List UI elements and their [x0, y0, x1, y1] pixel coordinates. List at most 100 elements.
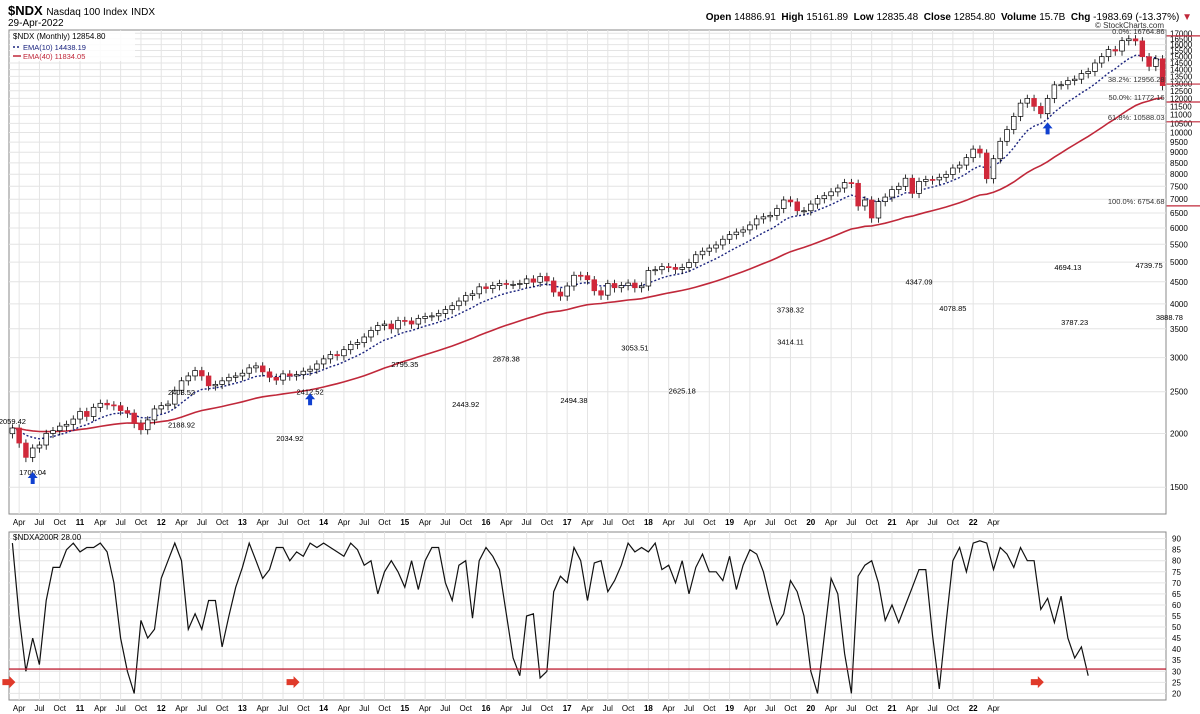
x-tick-label: 16: [482, 704, 491, 713]
candle: [246, 367, 252, 374]
high-annotation: 2795.35: [391, 360, 418, 369]
candle: [266, 371, 273, 378]
candle: [178, 380, 185, 391]
candle: [963, 157, 970, 166]
candle: [273, 376, 279, 381]
ema40-line: [12, 97, 1163, 433]
x-tick-label: Oct: [459, 518, 472, 527]
candle: [347, 344, 354, 351]
price-tick-label: 4500: [1170, 278, 1188, 287]
candle: [740, 229, 746, 233]
fib-label: 50.0%: 11772.16: [1108, 93, 1164, 102]
candle: [889, 189, 895, 198]
candle: [530, 278, 537, 283]
candle: [672, 267, 679, 270]
candle: [1011, 116, 1017, 130]
candle: [327, 354, 334, 360]
breadth-tick-label: 80: [1172, 557, 1181, 566]
price-tick-label: 9000: [1170, 148, 1188, 157]
candle: [564, 285, 570, 297]
x-tick-label: 18: [644, 518, 653, 527]
x-tick-label: Apr: [94, 518, 107, 527]
x-tick-label: Oct: [216, 518, 229, 527]
candle: [517, 283, 523, 285]
x-tick-label: Apr: [987, 518, 1000, 527]
price-tick-label: 12500: [1170, 87, 1193, 96]
price-tick-label: 2000: [1170, 429, 1188, 438]
candle: [442, 309, 449, 314]
breadth-tick-label: 35: [1172, 656, 1181, 665]
candle: [226, 376, 232, 382]
x-tick-label: Oct: [378, 704, 391, 713]
candle: [456, 300, 462, 307]
candle: [578, 274, 584, 277]
fib-label: 100.0%: 6754.68: [1108, 197, 1165, 206]
x-tick-label: Jul: [927, 518, 937, 527]
candle: [158, 405, 164, 410]
x-tick-label: Oct: [54, 704, 67, 713]
x-tick-label: Jul: [521, 518, 531, 527]
candle: [1024, 98, 1031, 104]
candle: [29, 447, 36, 458]
x-tick-label: Jul: [521, 704, 531, 713]
candle: [23, 442, 29, 458]
candle: [57, 425, 63, 432]
candle: [950, 167, 956, 175]
candle: [449, 305, 455, 310]
candle: [280, 373, 286, 381]
candle: [1159, 58, 1166, 86]
x-tick-label: Oct: [297, 704, 310, 713]
open-value: 14886.91: [734, 12, 776, 23]
fib-label: 38.2%: 12956.28: [1108, 75, 1165, 84]
x-tick-label: Apr: [500, 704, 513, 713]
candle: [652, 269, 658, 272]
x-tick-label: 15: [400, 518, 409, 527]
x-tick-label: Apr: [906, 518, 919, 527]
candle: [1071, 78, 1078, 81]
candle: [855, 182, 861, 207]
candle: [50, 430, 56, 434]
price-tick-label: 4000: [1170, 300, 1188, 309]
x-tick-label: Oct: [703, 704, 716, 713]
breadth-tick-label: 40: [1172, 645, 1181, 654]
x-tick-label: Jul: [440, 518, 450, 527]
candle: [1153, 58, 1159, 67]
signal-arrow-icon: [2, 676, 16, 689]
candle: [287, 373, 293, 377]
candle: [1105, 49, 1112, 58]
candle: [77, 411, 83, 420]
x-tick-label: Oct: [865, 704, 878, 713]
breadth-tick-label: 65: [1172, 590, 1181, 599]
price-tick-label: 14000: [1170, 66, 1193, 75]
candle: [307, 368, 313, 372]
candle: [388, 323, 395, 330]
symbol: $NDX: [8, 3, 43, 18]
x-tick-label: 12: [157, 518, 166, 527]
x-tick-label: Apr: [419, 518, 432, 527]
candle: [395, 320, 401, 330]
candle: [584, 275, 591, 281]
candle: [253, 365, 259, 369]
x-tick-label: Apr: [13, 704, 26, 713]
x-tick-label: Oct: [297, 518, 310, 527]
breadth-line: [11, 540, 1089, 694]
x-tick-label: Apr: [662, 518, 675, 527]
candle: [43, 433, 49, 446]
candle: [896, 185, 902, 190]
candle: [1146, 56, 1152, 67]
x-tick-label: Apr: [419, 704, 432, 713]
candle: [523, 278, 530, 284]
x-tick-label: Apr: [744, 518, 757, 527]
low-annotation: 2443.92: [452, 400, 479, 409]
candle: [1112, 49, 1118, 52]
candle: [753, 218, 760, 226]
x-tick-label: Jul: [359, 518, 369, 527]
exchange: INDX: [131, 7, 156, 18]
price-tick-label: 11500: [1170, 102, 1192, 111]
index-name: Nasdaq 100 Index: [46, 7, 128, 18]
price-tick-label: 1500: [1170, 483, 1188, 492]
candle: [70, 418, 76, 425]
price-tick-label: 5500: [1170, 240, 1188, 249]
candle: [1099, 56, 1105, 64]
candle: [111, 404, 117, 407]
